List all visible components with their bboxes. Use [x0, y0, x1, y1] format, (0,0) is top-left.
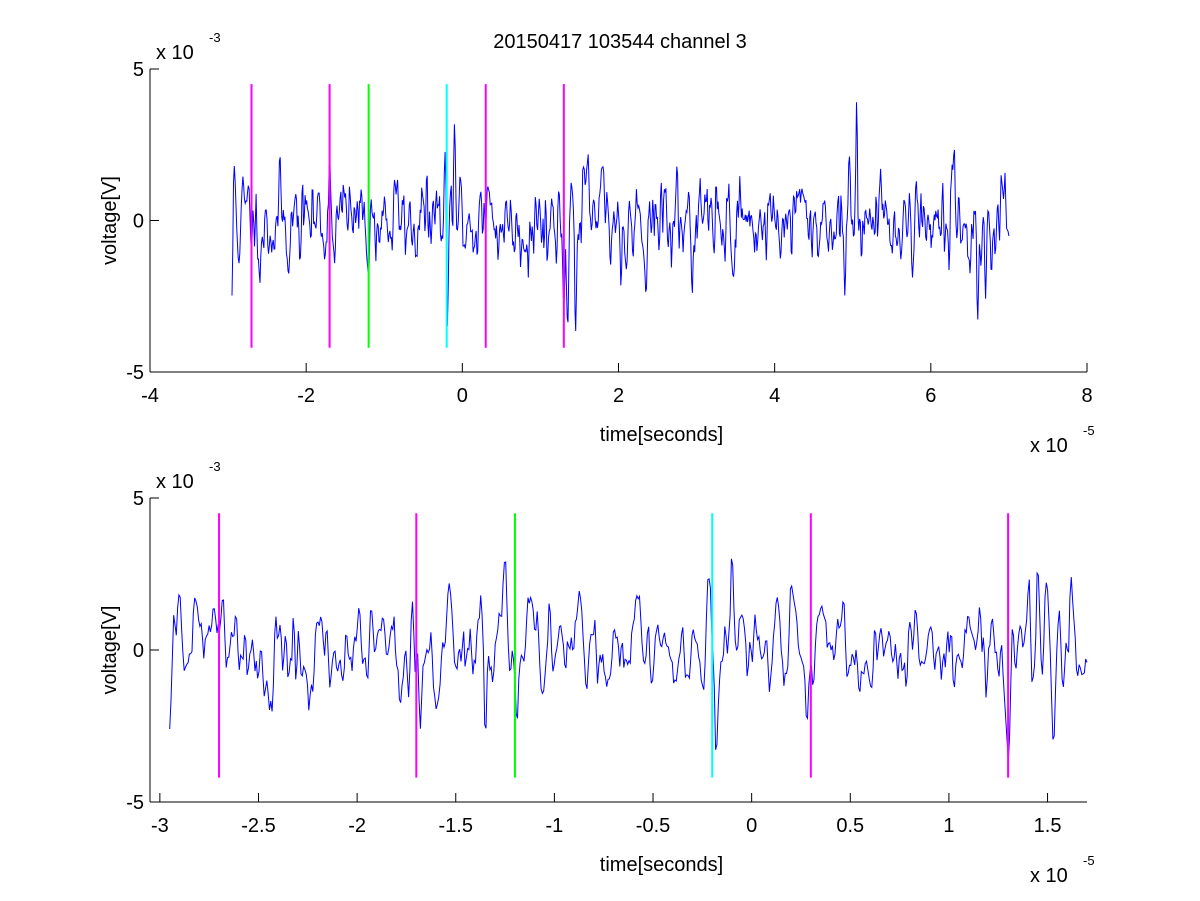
- signal-trace: [231, 102, 1010, 332]
- x-tick-label: 6: [925, 385, 936, 407]
- y-exponent-label: x 10: [156, 42, 194, 64]
- axes-bottom: -3 -2.5 -2 -1.5 -1 -0.5 0 0.5 1 1.5 -5 0 5 time[secon…: [99, 459, 1095, 887]
- y-tick-label: 5: [133, 59, 144, 81]
- x-tick-label: 4: [769, 385, 780, 407]
- x-tick-label: 0: [457, 385, 468, 407]
- signal-trace: [169, 558, 1088, 762]
- x-exponent-label: x 10: [1030, 435, 1068, 457]
- x-tick-label: -2: [348, 815, 366, 837]
- figure-title: 20150417 103544 channel 3: [493, 31, 747, 53]
- y-axis-label: voltage[V]: [99, 176, 121, 265]
- x-exponent-label: x 10: [1030, 865, 1068, 887]
- x-axis-label: time[seconds]: [600, 854, 723, 876]
- y-tick-label: -5: [126, 362, 144, 384]
- x-tick-label: -1: [545, 815, 563, 837]
- x-exponent: -5: [1083, 423, 1095, 438]
- x-tick-label: -2.5: [241, 815, 275, 837]
- x-tick-label: -3: [151, 815, 169, 837]
- y-tick-label: 5: [133, 488, 144, 510]
- x-tick-label: 2: [613, 385, 624, 407]
- x-tick-label: -4: [141, 385, 159, 407]
- y-exponent: -3: [209, 30, 221, 45]
- y-exponent-label: x 10: [156, 471, 194, 493]
- x-tick-label: 1: [943, 815, 954, 837]
- y-tick-label: 0: [133, 640, 144, 662]
- x-tick-label: 1.5: [1034, 815, 1062, 837]
- x-tick-label: 0.5: [836, 815, 864, 837]
- y-tick-label: -5: [126, 792, 144, 814]
- x-tick-label: 8: [1081, 385, 1092, 407]
- y-exponent: -3: [209, 459, 221, 474]
- x-exponent: -5: [1083, 853, 1095, 868]
- y-axis-label: voltage[V]: [99, 606, 121, 695]
- y-tick-label: 0: [133, 211, 144, 233]
- x-axis-label: time[seconds]: [600, 424, 723, 446]
- x-tick-label: -0.5: [636, 815, 670, 837]
- x-tick-label: 0: [746, 815, 757, 837]
- x-tick-label: -2: [297, 385, 315, 407]
- axes-top: -4 -2 0 2 4 6 8 -5 0 5 time[seconds] voltage[V] x 10…: [99, 30, 1095, 457]
- x-tick-label: -1.5: [439, 815, 473, 837]
